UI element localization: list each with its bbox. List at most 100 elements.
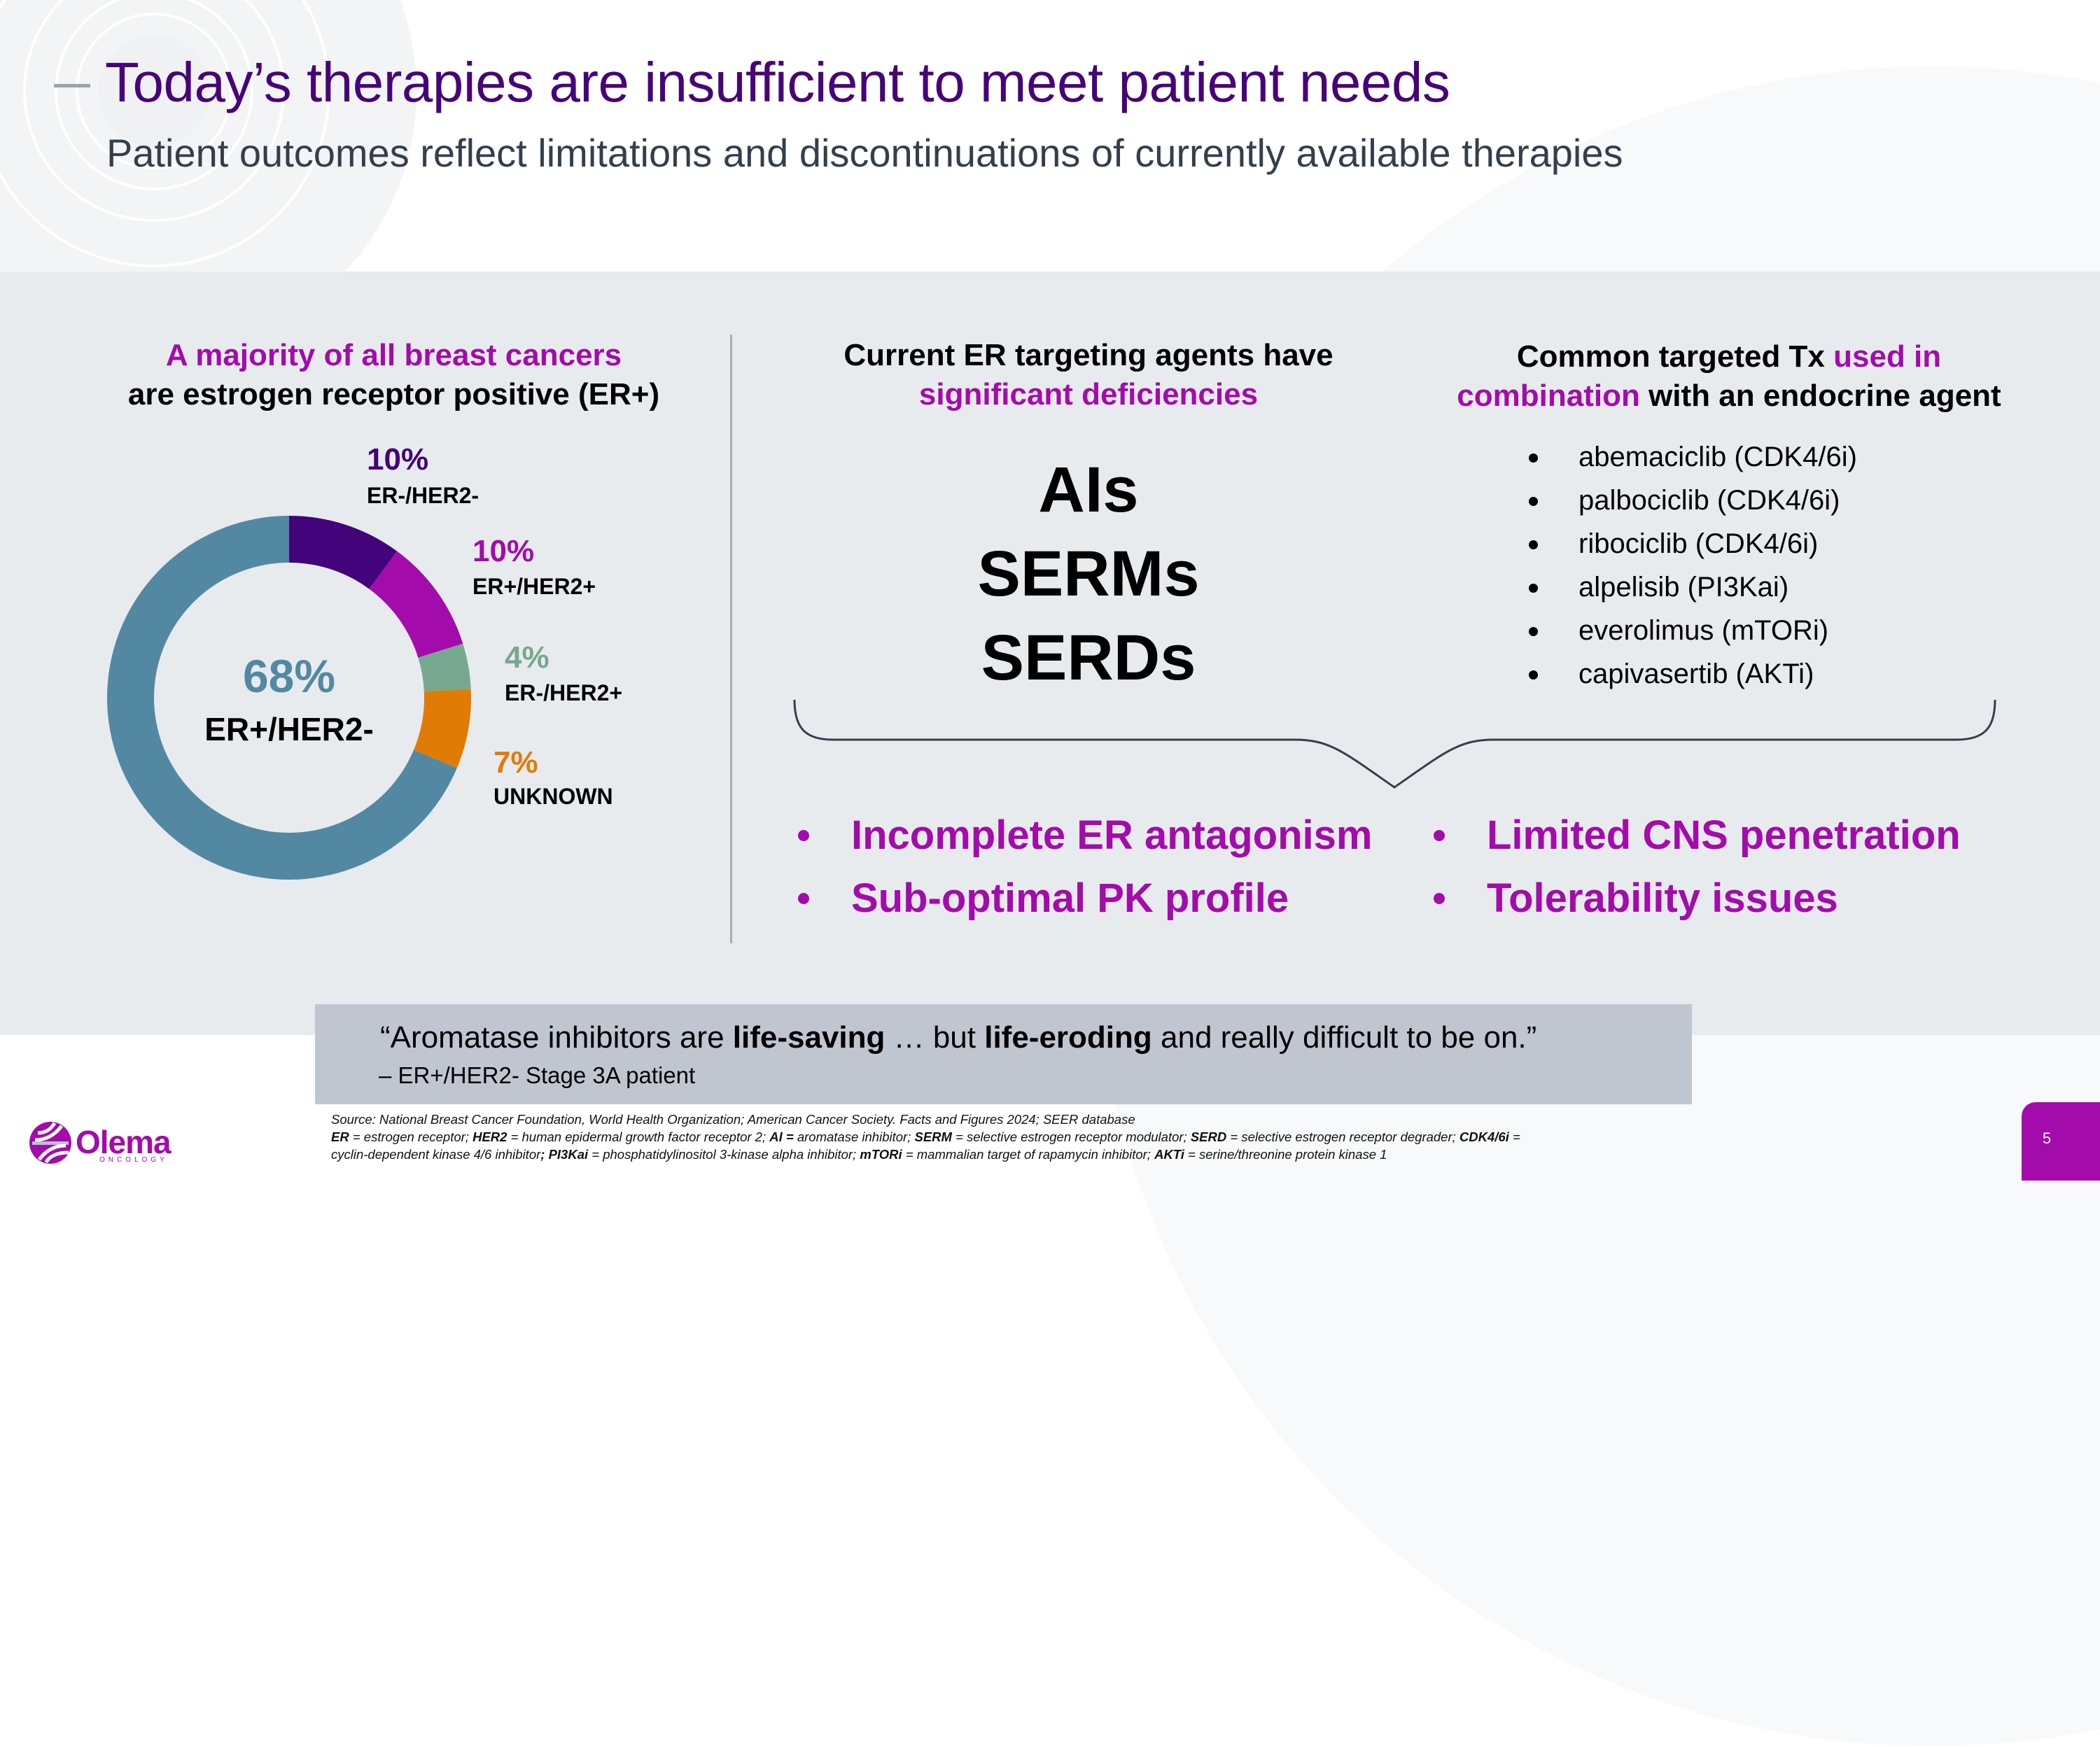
agent-serds: SERDs bbox=[981, 622, 1196, 694]
abbreviation-definition: = phosphatidylinositol 3-kinase alpha in… bbox=[588, 1147, 860, 1162]
agents-heading-line1: Current ER targeting agents have bbox=[844, 338, 1334, 372]
heading-text: Common targeted Tx bbox=[1516, 339, 1834, 374]
abbreviation-definition: = mammalian target of rapamycin inhibito… bbox=[902, 1147, 1155, 1162]
olema-logo-icon bbox=[29, 1122, 71, 1164]
bullet-icon bbox=[1529, 540, 1538, 549]
abbreviation-definition: = serine/threonine protein kinase 1 bbox=[1184, 1147, 1387, 1162]
segment-label-er-pos-her2-pos: ER+/HER2+ bbox=[472, 574, 596, 599]
segment-label-unknown: UNKNOWN bbox=[493, 784, 613, 809]
bullet-icon bbox=[1434, 892, 1445, 904]
abbreviation-definition: = selective estrogen receptor modulator; bbox=[951, 1129, 1191, 1144]
donut-segment-er-her2- bbox=[289, 516, 398, 589]
donut-heading-line1: A majority of all breast cancers bbox=[165, 338, 622, 372]
deficiency-text: Incomplete ER antagonism bbox=[851, 812, 1373, 858]
segment-percent-er-neg-her2-neg: 10% bbox=[367, 442, 429, 477]
combination-therapies-list: abemaciclib (CDK4/6i) palbociclib (CDK4/… bbox=[1526, 435, 1857, 696]
patient-quote-box bbox=[315, 1004, 1692, 1104]
list-item: alpelisib (PI3Kai) bbox=[1526, 565, 1857, 609]
deficiency-item: Sub-optimal PK profile bbox=[798, 875, 1289, 922]
donut-segment-er-her2- bbox=[369, 551, 463, 658]
abbreviation-term: SERM bbox=[914, 1129, 952, 1144]
segment-label-er-neg-her2-pos: ER-/HER2+ bbox=[505, 680, 623, 705]
donut-center-label: ER+/HER2- bbox=[204, 711, 374, 747]
abbreviations-footnote-line2: cyclin-dependent kinase 4/6 inhibitor; P… bbox=[331, 1147, 1387, 1162]
background-rings-decoration bbox=[0, 0, 416, 353]
combination-heading: Common targeted Tx used in combination w… bbox=[1407, 337, 2051, 416]
abbreviation-term: ; PI3Kai bbox=[540, 1147, 589, 1162]
bullet-icon bbox=[798, 892, 809, 904]
page-title: Today’s therapies are insufficient to me… bbox=[105, 51, 1450, 113]
deficiency-item: Incomplete ER antagonism bbox=[798, 812, 1372, 859]
abbreviation-term: ER bbox=[331, 1129, 349, 1144]
abbreviation-definition: cyclin-dependent kinase 4/6 inhibitor bbox=[331, 1147, 541, 1162]
abbreviation-term: mTORi bbox=[860, 1147, 902, 1162]
bullet-icon bbox=[798, 829, 809, 841]
content-panel bbox=[0, 272, 2100, 1035]
agents-heading: Current ER targeting agents have signifi… bbox=[784, 336, 1393, 414]
column-divider bbox=[730, 335, 732, 943]
segment-percent-er-neg-her2-pos: 4% bbox=[505, 640, 550, 675]
heading-text: with an endocrine agent bbox=[1639, 379, 2001, 413]
combination-heading-line1: Common targeted Tx used in bbox=[1407, 337, 2051, 376]
segment-percent-er-pos-her2-pos: 10% bbox=[472, 534, 535, 568]
deficiency-text: Tolerability issues bbox=[1487, 875, 1838, 921]
abbreviations-footnote-line1: ER = estrogen receptor; HER2 = human epi… bbox=[331, 1129, 1520, 1145]
abbreviation-definition: = selective estrogen receptor degrader; bbox=[1226, 1129, 1460, 1144]
agent-serms: SERMs bbox=[977, 538, 1200, 610]
list-item: ribociclib (CDK4/6i) bbox=[1526, 522, 1857, 565]
er-status-donut-chart bbox=[107, 516, 471, 880]
therapy-name: alpelisib (PI3Kai) bbox=[1578, 572, 1789, 603]
deficiency-item: Tolerability issues bbox=[1434, 875, 1838, 922]
page-number-tab bbox=[2022, 1102, 2100, 1181]
quote-text: and really difficult to be on.” bbox=[1152, 1020, 1537, 1055]
page-number: 5 bbox=[2042, 1129, 2052, 1147]
agents-heading-line2: significant deficiencies bbox=[918, 377, 1259, 411]
donut-segment-er-her2- bbox=[418, 643, 471, 691]
bullet-icon bbox=[1529, 584, 1538, 593]
abbreviation-term: SERD bbox=[1190, 1129, 1227, 1144]
abbreviation-term: HER2 bbox=[472, 1129, 507, 1144]
combination-heading-line2: combination with an endocrine agent bbox=[1407, 376, 2051, 416]
title-dash-decoration bbox=[54, 84, 90, 87]
patient-quote: “Aromatase inhibitors are life-saving … … bbox=[380, 1020, 1536, 1055]
abbreviation-definition: aromatase inhibitor; bbox=[793, 1129, 915, 1144]
quote-text: “Aromatase inhibitors are bbox=[380, 1020, 733, 1055]
therapy-name: everolimus (mTORi) bbox=[1578, 615, 1829, 646]
bullet-icon bbox=[1529, 497, 1538, 506]
heading-highlight: used in bbox=[1833, 339, 1942, 374]
abbreviation-definition: = estrogen receptor; bbox=[349, 1129, 473, 1144]
donut-segment-unknown bbox=[414, 689, 471, 768]
bullet-icon bbox=[1529, 627, 1538, 636]
therapy-name: abemaciclib (CDK4/6i) bbox=[1578, 442, 1857, 472]
therapy-name: capivasertib (AKTi) bbox=[1578, 659, 1814, 689]
bullet-icon bbox=[1529, 670, 1538, 680]
quote-emphasis: life-eroding bbox=[984, 1020, 1152, 1055]
bullet-icon bbox=[1529, 453, 1538, 463]
source-footnote: Source: National Breast Cancer Foundatio… bbox=[331, 1112, 1135, 1127]
abbreviation-term: AI = bbox=[769, 1129, 794, 1144]
er-agents-list: AIs SERMs SERDs bbox=[910, 448, 1267, 700]
quote-attribution: – ER+/HER2- Stage 3A patient bbox=[379, 1062, 696, 1088]
bullet-icon bbox=[1434, 829, 1445, 841]
abbreviation-definition: = bbox=[1508, 1129, 1520, 1144]
abbreviation-term: AKTi bbox=[1154, 1147, 1184, 1162]
segment-label-er-neg-her2-neg: ER-/HER2- bbox=[367, 483, 479, 508]
page-subtitle: Patient outcomes reflect limitations and… bbox=[106, 131, 1623, 175]
deficiency-item: Limited CNS penetration bbox=[1434, 812, 1961, 859]
deficiency-text: Limited CNS penetration bbox=[1487, 812, 1961, 858]
abbreviation-term: CDK4/6i bbox=[1459, 1129, 1509, 1144]
list-item: capivasertib (AKTi) bbox=[1526, 652, 1857, 696]
donut-heading-line2: are estrogen receptor positive (ER+) bbox=[127, 377, 660, 411]
agent-ais: AIs bbox=[1038, 454, 1139, 526]
therapy-name: ribociclib (CDK4/6i) bbox=[1578, 528, 1819, 559]
logo-wordmark: Olema bbox=[76, 1124, 172, 1160]
list-item: palbociclib (CDK4/6i) bbox=[1526, 479, 1857, 522]
list-item: everolimus (mTORi) bbox=[1526, 609, 1857, 652]
list-item: abemaciclib (CDK4/6i) bbox=[1526, 435, 1857, 479]
deficiency-text: Sub-optimal PK profile bbox=[851, 875, 1289, 921]
segment-percent-unknown: 7% bbox=[493, 745, 538, 780]
abbreviation-definition: = human epidermal growth factor receptor… bbox=[507, 1129, 770, 1144]
curly-brace-icon bbox=[793, 699, 1996, 789]
logo-tagline: ONCOLOGY bbox=[99, 1156, 168, 1164]
quote-emphasis: life-saving bbox=[732, 1020, 886, 1055]
